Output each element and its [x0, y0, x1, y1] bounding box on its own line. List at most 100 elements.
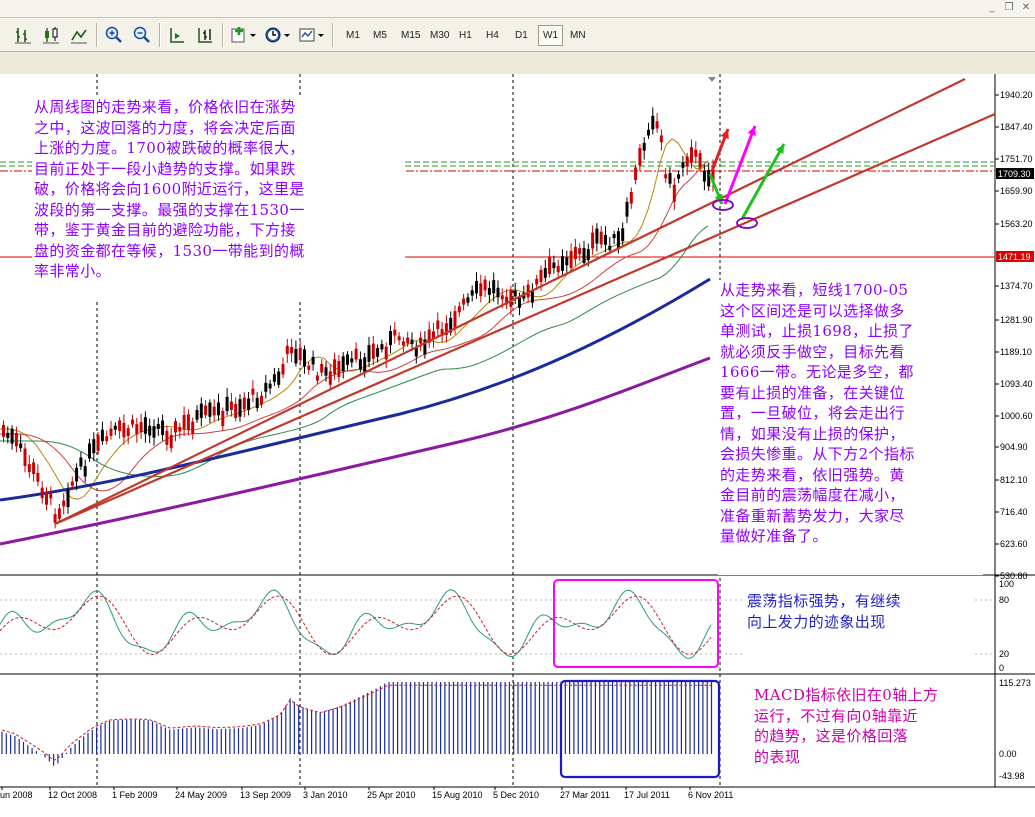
- candle-body: [14, 432, 18, 447]
- candlestick-button[interactable]: [40, 24, 62, 46]
- candle-body: [659, 135, 663, 143]
- candle-body: [629, 192, 633, 204]
- candle-body: [70, 481, 74, 486]
- minimize-icon[interactable]: _: [989, 2, 995, 13]
- candle-body: [655, 121, 659, 129]
- candle-body: [483, 279, 487, 291]
- candle-body: [672, 184, 676, 202]
- candle-body: [505, 296, 509, 305]
- timeframe-m15[interactable]: M15: [401, 30, 421, 41]
- timeframe-mn[interactable]: MN: [570, 30, 586, 41]
- moving-averages: [0, 138, 711, 546]
- arrow-down-green-head: [714, 194, 723, 204]
- candle-body: [255, 397, 259, 409]
- candle-body: [591, 232, 595, 249]
- candle-body: [457, 306, 461, 313]
- arrow-up-magenta: [723, 125, 757, 205]
- stochastic-oscillator: [0, 579, 995, 668]
- chart-axes: 1940.20 1847.40 1751.70 1659.90 1563.20 1374.…: [0, 90, 1034, 800]
- candle-body: [698, 153, 702, 168]
- candle-body: [32, 462, 36, 475]
- toolbar-separator: [222, 23, 224, 47]
- candle-body: [595, 228, 599, 244]
- time-tick-label: 24 May 2009: [175, 790, 227, 800]
- price-chart[interactable]: 1940.20 1847.40 1751.70 1659.90 1563.20 1374.…: [0, 74, 1035, 817]
- templates-button[interactable]: [297, 24, 327, 46]
- timeframe-m5[interactable]: M5: [373, 30, 387, 41]
- candle-body: [582, 248, 586, 263]
- candle-body: [363, 357, 367, 373]
- macd-highlight-box: [559, 679, 721, 779]
- candle-body: [371, 343, 375, 359]
- toolbar-separator: [159, 23, 161, 47]
- candle-body: [126, 428, 130, 436]
- macd-signal-line: [1, 684, 712, 761]
- candle-body: [191, 421, 195, 434]
- candle-body: [165, 430, 169, 445]
- timeframe-m30[interactable]: M30: [430, 30, 450, 41]
- candle-body: [83, 466, 87, 477]
- candle-body: [350, 358, 354, 363]
- candle-body: [397, 336, 401, 341]
- timeframe-w1[interactable]: W1: [538, 25, 563, 46]
- chart-shift-icon: [198, 28, 212, 43]
- time-tick-label: un 2008: [0, 790, 33, 800]
- candle-body: [346, 354, 349, 365]
- candle-body: [268, 383, 272, 389]
- periods-button[interactable]: [263, 24, 293, 46]
- candle-body: [513, 290, 517, 297]
- chart-toolbar: M1 M5 M15 M30 H1 H4 D1 W1 MN: [0, 18, 1035, 52]
- line-chart-button[interactable]: [68, 24, 90, 46]
- chart-shift-button[interactable]: [194, 24, 216, 46]
- macd-tick-label: 0.00: [999, 749, 1017, 759]
- candle-body: [664, 174, 668, 179]
- candle-body: [204, 405, 208, 416]
- restore-icon[interactable]: ❐: [1004, 2, 1014, 13]
- trendline-main: [54, 112, 996, 526]
- candle-body: [156, 423, 160, 429]
- candle-body: [384, 346, 388, 360]
- timeframe-m1[interactable]: M1: [346, 30, 360, 41]
- candle-body: [307, 365, 311, 370]
- candle-body: [681, 162, 685, 168]
- candle-body: [79, 457, 83, 467]
- time-tick-label: 3 Jan 2010: [303, 790, 348, 800]
- projection-arrows: [708, 77, 786, 229]
- timeframe-d1[interactable]: D1: [515, 30, 528, 41]
- candle-body: [376, 347, 380, 357]
- zoom-in-button[interactable]: [103, 24, 125, 46]
- candle-body: [298, 347, 302, 361]
- line-chart-icon: [71, 29, 87, 44]
- candle-body: [711, 165, 715, 184]
- candle-body: [221, 410, 225, 427]
- candle-body: [27, 464, 31, 473]
- indicators-button[interactable]: [229, 24, 259, 46]
- indicators-icon: [231, 27, 256, 43]
- candle-body: [242, 397, 246, 410]
- stoch-highlight-box: [553, 579, 719, 668]
- candle-body: [212, 406, 216, 416]
- candle-body: [535, 278, 539, 285]
- candle-body: [92, 439, 96, 454]
- candle-body: [453, 311, 457, 330]
- zoom-out-button[interactable]: [131, 24, 153, 46]
- candle-body: [75, 467, 79, 482]
- chart-shift-marker: [708, 77, 716, 82]
- candlestick-icon: [43, 27, 59, 44]
- candle-body: [169, 435, 173, 449]
- timeframe-h1[interactable]: H1: [459, 30, 472, 41]
- auto-scroll-button[interactable]: [166, 24, 188, 46]
- candle-body: [642, 142, 646, 151]
- candle-body: [410, 339, 414, 344]
- chart-window[interactable]: 1940.20 1847.40 1751.70 1659.90 1563.20 1374.…: [0, 74, 1035, 817]
- candle-body: [694, 149, 698, 157]
- candle-body: [586, 249, 590, 261]
- candle-body: [440, 329, 444, 337]
- close-icon[interactable]: ✕: [1021, 2, 1031, 13]
- candle-body: [406, 337, 410, 344]
- time-tick-label: 13 Sep 2009: [240, 790, 291, 800]
- timeframe-h4[interactable]: H4: [486, 30, 499, 41]
- candle-body: [290, 346, 294, 354]
- bar-chart-button[interactable]: [12, 24, 34, 46]
- time-tick-label: 27 Mar 2011: [560, 790, 610, 800]
